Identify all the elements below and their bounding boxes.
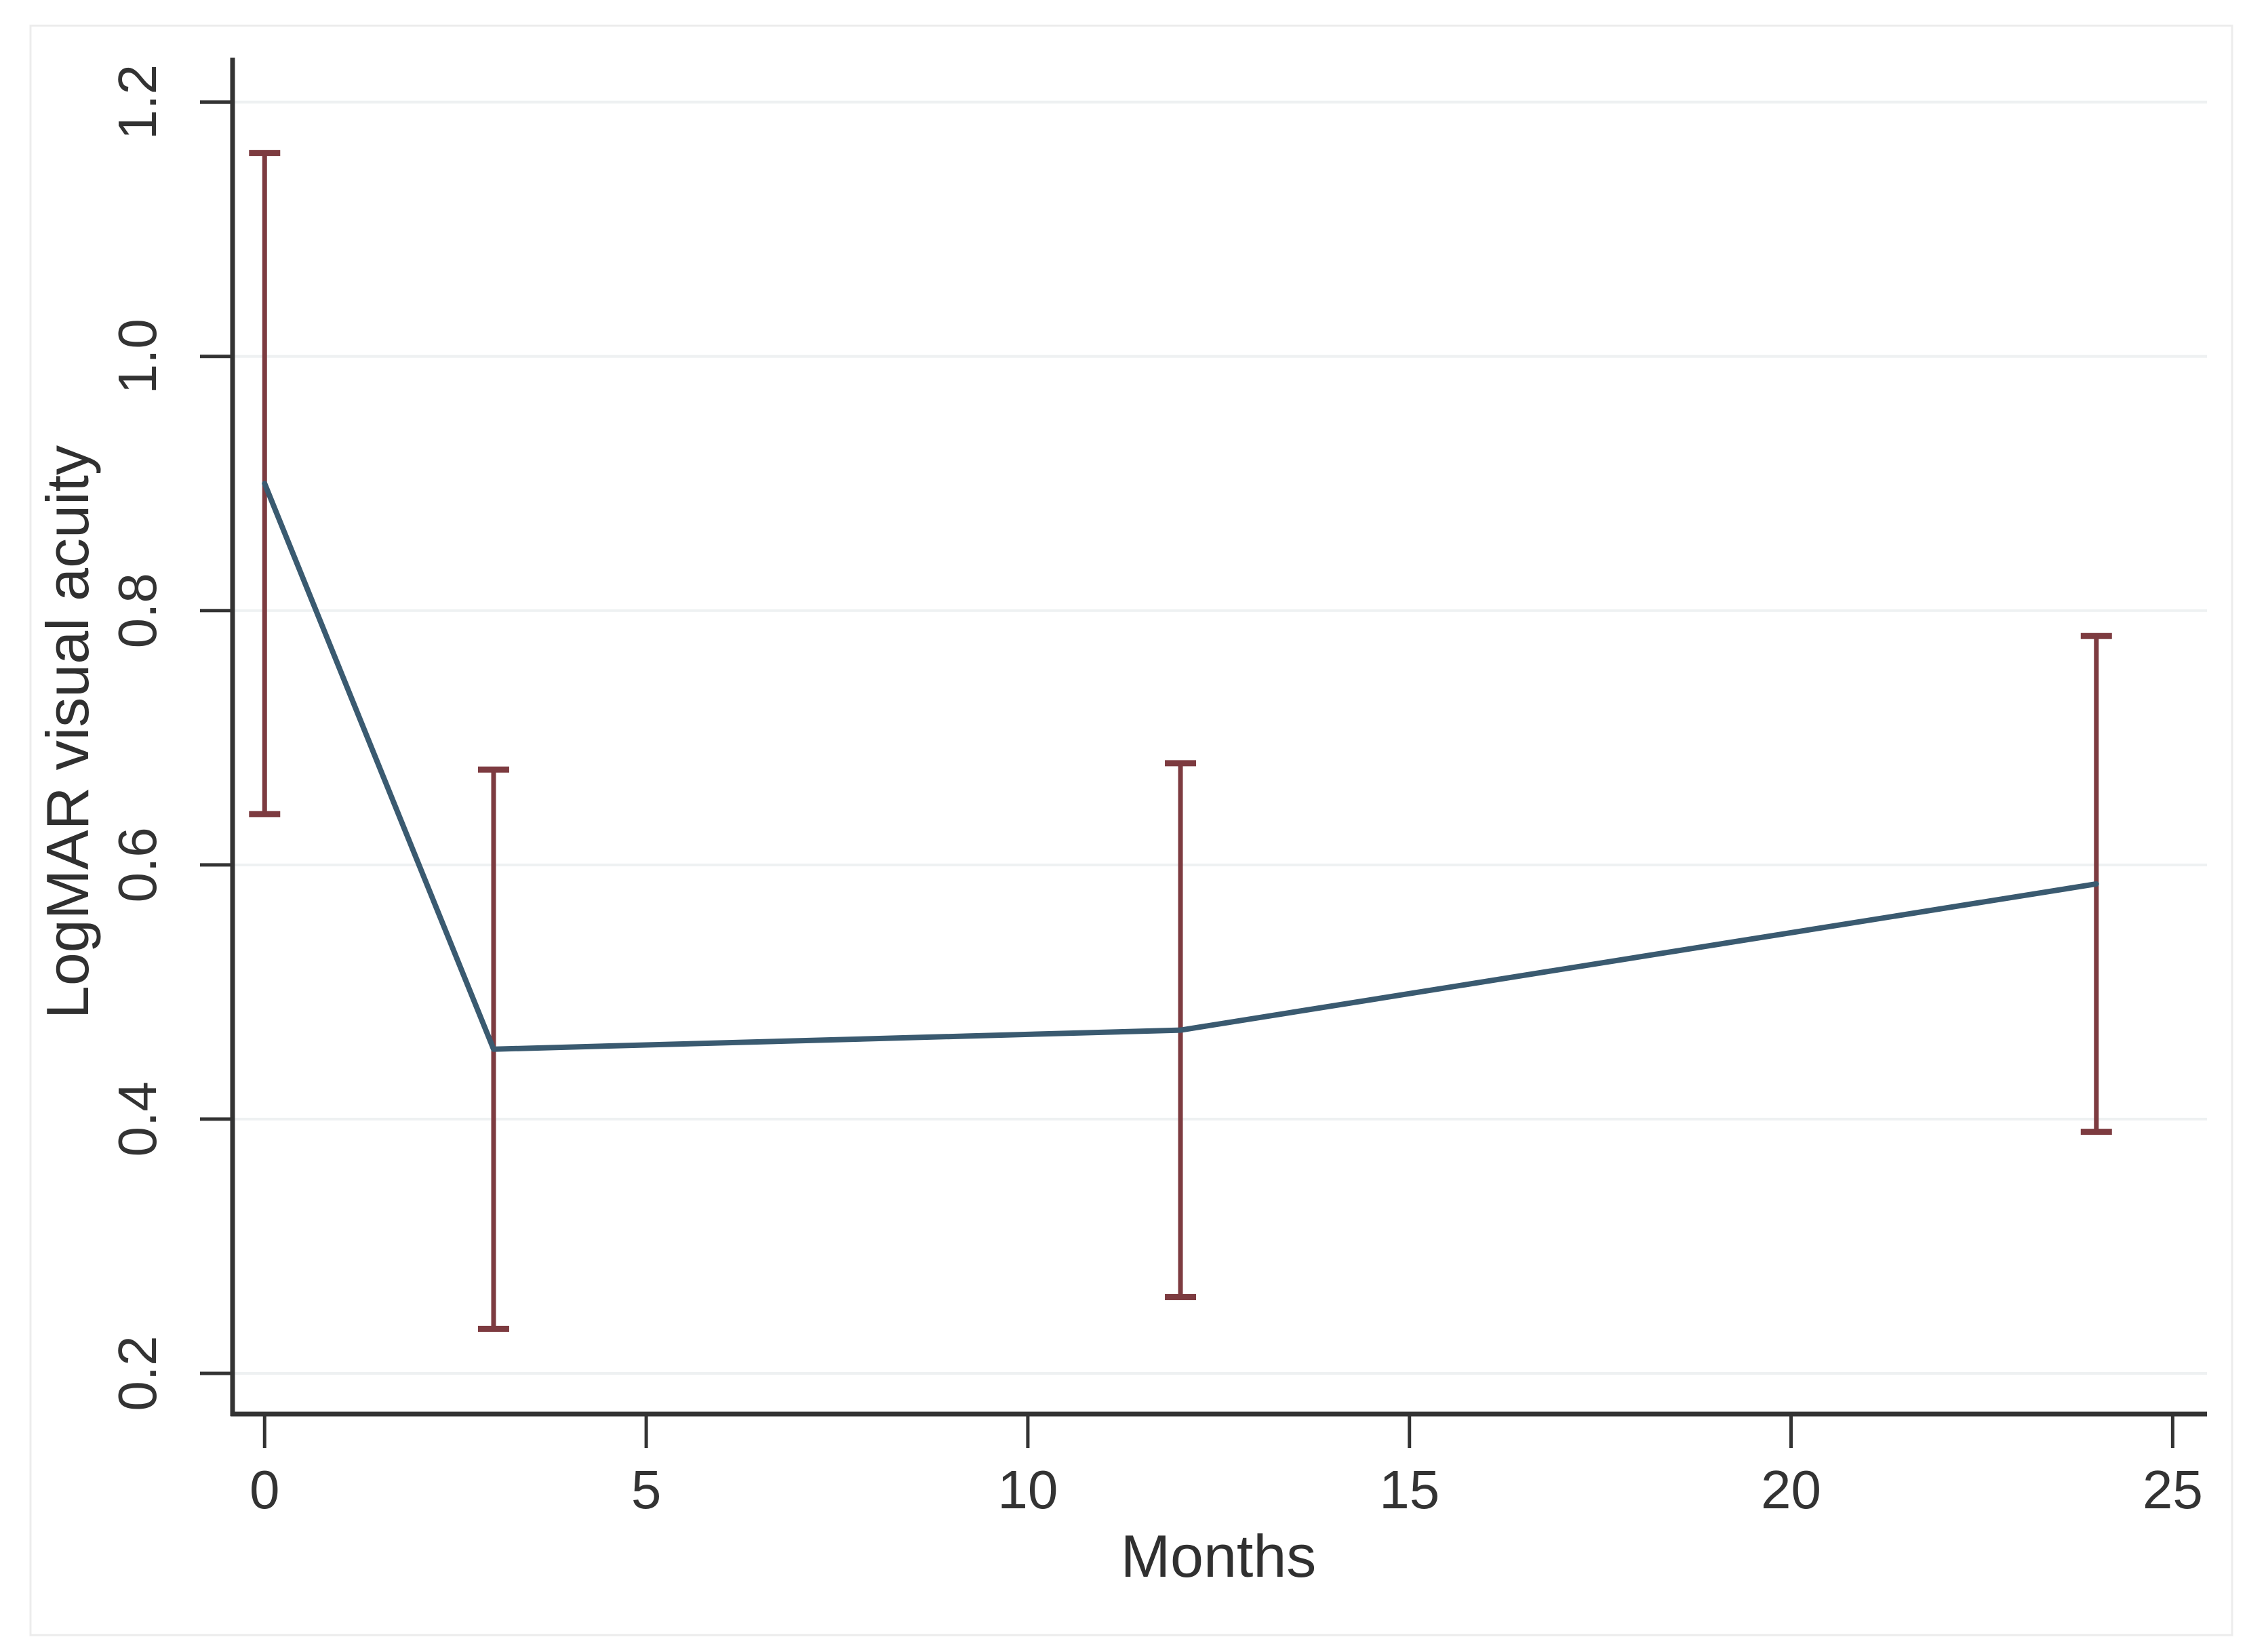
data-line xyxy=(262,481,2099,1052)
x-tick-label: 5 xyxy=(631,1459,662,1520)
x-axis-title: Months xyxy=(1120,1523,1317,1590)
x-tick-label: 15 xyxy=(1379,1459,1439,1520)
y-axis-title: LogMAR visual acuity xyxy=(34,445,101,1020)
y-tick-label: 0.4 xyxy=(107,1081,167,1156)
x-tick-label: 20 xyxy=(1761,1459,1821,1520)
y-tick-label: 0.2 xyxy=(107,1335,167,1411)
y-tick-label: 1.2 xyxy=(107,64,167,140)
x-tick-label: 10 xyxy=(997,1459,1058,1520)
x-tick-label: 25 xyxy=(2143,1459,2203,1520)
y-tick-label: 0.8 xyxy=(107,573,167,648)
y-tick-label: 0.6 xyxy=(107,827,167,902)
x-tick-label: 0 xyxy=(250,1459,280,1520)
graph-region-frame xyxy=(29,24,2233,1636)
y-tick-label: 1.0 xyxy=(107,319,167,394)
